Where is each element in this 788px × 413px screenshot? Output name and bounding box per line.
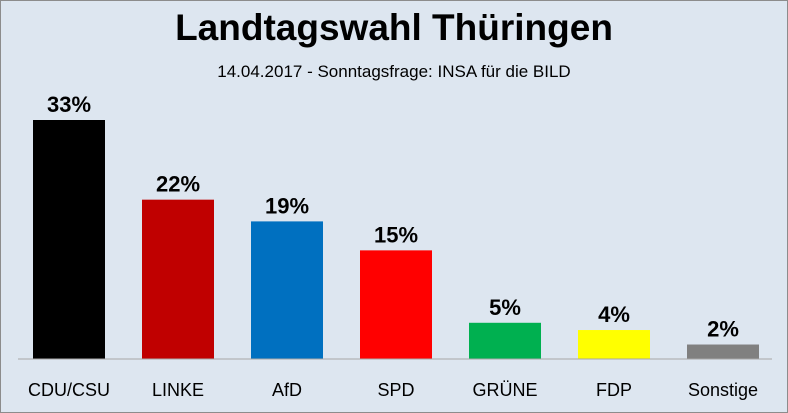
bar-afd xyxy=(251,221,323,359)
category-label-cdu-csu: CDU/CSU xyxy=(28,380,110,400)
value-label-spd: 15% xyxy=(374,222,418,247)
value-label-fdp: 4% xyxy=(598,302,630,327)
bars-group xyxy=(33,120,759,359)
bar-linke xyxy=(142,199,214,359)
bar-grüne xyxy=(469,322,541,359)
chart-title: Landtagswahl Thüringen xyxy=(175,7,613,48)
category-label-sonstige: Sonstige xyxy=(688,380,758,400)
value-label-sonstige: 2% xyxy=(707,317,739,342)
value-label-grüne: 5% xyxy=(489,295,521,320)
category-labels-group: CDU/CSU LINKE AfD SPD GRÜNE FDP Sonstige xyxy=(28,380,758,400)
category-label-linke: LINKE xyxy=(152,380,204,400)
chart-subtitle: 14.04.2017 - Sonntagsfrage: INSA für die… xyxy=(217,62,571,81)
value-label-afd: 19% xyxy=(265,193,309,218)
value-labels-group: 33% 22% 19% 15% 5% 4% 2% xyxy=(47,92,739,342)
value-label-cdu-csu: 33% xyxy=(47,92,91,117)
bar-sonstige xyxy=(687,344,759,359)
category-label-grüne: GRÜNE xyxy=(472,380,537,400)
bar-fdp xyxy=(578,330,650,359)
bar-cdu-csu xyxy=(33,120,105,359)
category-label-afd: AfD xyxy=(272,380,302,400)
category-label-fdp: FDP xyxy=(596,380,632,400)
value-label-linke: 22% xyxy=(156,172,200,197)
category-label-spd: SPD xyxy=(377,380,414,400)
bar-spd xyxy=(360,250,432,359)
